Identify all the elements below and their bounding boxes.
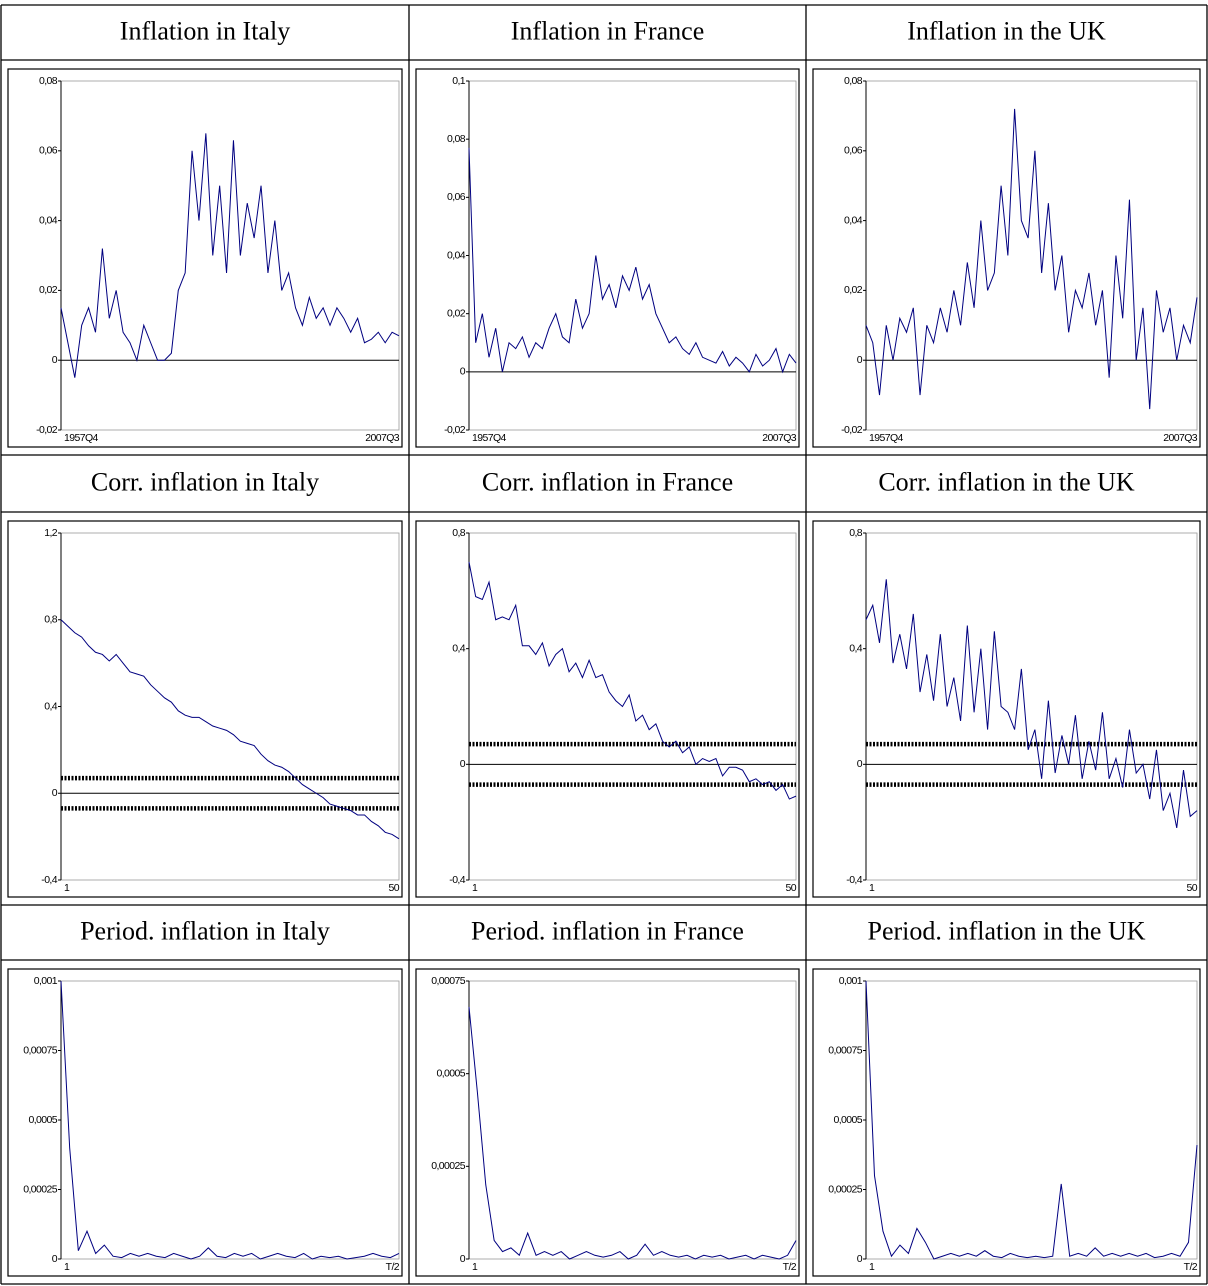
data-line bbox=[468, 147, 797, 374]
y-tick-label: 0,06 bbox=[844, 145, 863, 157]
chart-frame bbox=[812, 968, 1201, 1277]
y-tick-label: 0,1 bbox=[452, 75, 466, 87]
x-tick-label: 2007Q3 bbox=[762, 432, 797, 444]
y-tick-label: -0,4 bbox=[449, 874, 465, 886]
chart-title: Corr. inflation in France bbox=[482, 467, 733, 496]
chart-title: Period. inflation in France bbox=[471, 916, 744, 945]
chart-title: Period. inflation in Italy bbox=[80, 916, 330, 945]
y-tick-label: 0,8 bbox=[44, 614, 58, 626]
y-tick-label: 0,8 bbox=[452, 527, 466, 539]
x-tick-label: 50 bbox=[1187, 882, 1198, 894]
y-tick-label: 0,4 bbox=[452, 642, 466, 654]
chart-frame bbox=[812, 520, 1201, 898]
y-tick-label: 0 bbox=[52, 787, 58, 799]
x-tick-label: T/2 bbox=[386, 1261, 400, 1273]
y-tick-label: 0,4 bbox=[849, 642, 863, 654]
y-tick-label: 0 bbox=[460, 366, 466, 378]
x-tick-label: 1957Q4 bbox=[869, 432, 904, 444]
x-tick-label: T/2 bbox=[783, 1261, 797, 1273]
x-tick-label: 1957Q4 bbox=[472, 432, 507, 444]
plot-area bbox=[60, 80, 400, 431]
y-tick-label: 0,00075 bbox=[431, 975, 466, 987]
y-tick-label: 0,06 bbox=[39, 145, 58, 157]
x-tick-label: 1 bbox=[869, 882, 875, 894]
data-line bbox=[865, 108, 1198, 410]
y-tick-label: 0 bbox=[460, 1253, 466, 1265]
x-tick-label: 1957Q4 bbox=[64, 432, 99, 444]
y-tick-label: 0 bbox=[857, 758, 863, 770]
x-tick-label: 1 bbox=[869, 1261, 875, 1273]
chart-frame bbox=[7, 68, 403, 448]
y-tick-label: -0,4 bbox=[41, 874, 57, 886]
chart-title: Corr. inflation in the UK bbox=[878, 467, 1135, 496]
plot-area bbox=[468, 80, 797, 431]
data-line bbox=[865, 579, 1198, 829]
y-tick-label: 0,02 bbox=[447, 307, 466, 319]
y-tick-label: -0,02 bbox=[841, 424, 863, 436]
y-tick-label: 0,001 bbox=[839, 975, 863, 987]
x-tick-label: 50 bbox=[389, 882, 400, 894]
y-tick-label: 0,08 bbox=[39, 75, 58, 87]
y-tick-label: 0,00025 bbox=[828, 1183, 863, 1195]
y-tick-label: 0,00075 bbox=[828, 1044, 863, 1056]
plot-area bbox=[60, 980, 400, 1260]
y-tick-label: 0 bbox=[52, 354, 58, 366]
data-line bbox=[468, 1006, 797, 1260]
y-tick-label: -0,4 bbox=[846, 874, 862, 886]
chart-title: Inflation in France bbox=[511, 16, 705, 45]
y-tick-label: 0,08 bbox=[844, 75, 863, 87]
y-tick-label: 0,8 bbox=[849, 527, 863, 539]
plot-area bbox=[865, 532, 1198, 881]
y-tick-label: 0,001 bbox=[34, 975, 58, 987]
data-line bbox=[865, 980, 1198, 1260]
y-tick-label: -0,02 bbox=[36, 424, 58, 436]
chart-title: Inflation in the UK bbox=[907, 16, 1106, 45]
y-tick-label: 0,00025 bbox=[23, 1183, 58, 1195]
chart-title: Inflation in Italy bbox=[120, 16, 290, 45]
data-line bbox=[60, 980, 400, 1260]
chart-frame bbox=[415, 968, 800, 1277]
data-line bbox=[60, 133, 400, 378]
chart-frame bbox=[7, 520, 403, 898]
y-tick-label: 0,04 bbox=[39, 214, 58, 226]
chart-frame bbox=[415, 68, 800, 448]
x-tick-label: T/2 bbox=[1184, 1261, 1198, 1273]
y-tick-label: 0,4 bbox=[44, 700, 58, 712]
y-tick-label: 0 bbox=[857, 1253, 863, 1265]
x-tick-label: 1 bbox=[64, 1261, 70, 1273]
y-tick-label: 0,0005 bbox=[833, 1114, 862, 1126]
chart-title: Corr. inflation in Italy bbox=[91, 467, 319, 496]
y-tick-label: 0,08 bbox=[447, 133, 466, 145]
y-tick-label: 0,0005 bbox=[436, 1067, 465, 1079]
data-line bbox=[60, 619, 400, 840]
y-tick-label: 0,02 bbox=[844, 284, 863, 296]
y-tick-label: 0 bbox=[857, 354, 863, 366]
y-tick-label: 0,00075 bbox=[23, 1044, 58, 1056]
plot-area bbox=[865, 980, 1198, 1260]
y-tick-label: 0,06 bbox=[447, 191, 466, 203]
chart-frame bbox=[812, 68, 1201, 448]
x-tick-label: 50 bbox=[786, 882, 797, 894]
x-tick-label: 1 bbox=[472, 1261, 478, 1273]
y-tick-label: 0 bbox=[460, 758, 466, 770]
y-tick-label: 0,04 bbox=[447, 249, 466, 261]
chart-frame bbox=[415, 520, 800, 898]
y-tick-label: 0,02 bbox=[39, 284, 58, 296]
x-tick-label: 2007Q3 bbox=[365, 432, 400, 444]
chart-frame bbox=[7, 968, 403, 1277]
plot-area bbox=[468, 980, 797, 1260]
y-tick-label: 0,0005 bbox=[28, 1114, 57, 1126]
y-tick-label: 0 bbox=[52, 1253, 58, 1265]
y-tick-label: 1,2 bbox=[44, 527, 58, 539]
y-tick-label: 0,04 bbox=[844, 214, 863, 226]
x-tick-label: 2007Q3 bbox=[1163, 432, 1198, 444]
x-tick-label: 1 bbox=[64, 882, 70, 894]
data-line bbox=[468, 561, 797, 800]
plot-area bbox=[60, 532, 400, 881]
chart-title: Period. inflation in the UK bbox=[867, 916, 1145, 945]
y-tick-label: -0,02 bbox=[444, 424, 466, 436]
y-tick-label: 0,00025 bbox=[431, 1160, 466, 1172]
x-tick-label: 1 bbox=[472, 882, 478, 894]
